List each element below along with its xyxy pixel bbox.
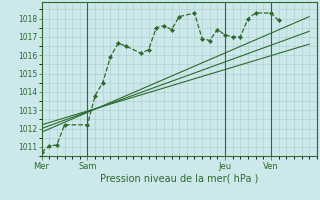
X-axis label: Pression niveau de la mer( hPa ): Pression niveau de la mer( hPa ) bbox=[100, 173, 258, 183]
